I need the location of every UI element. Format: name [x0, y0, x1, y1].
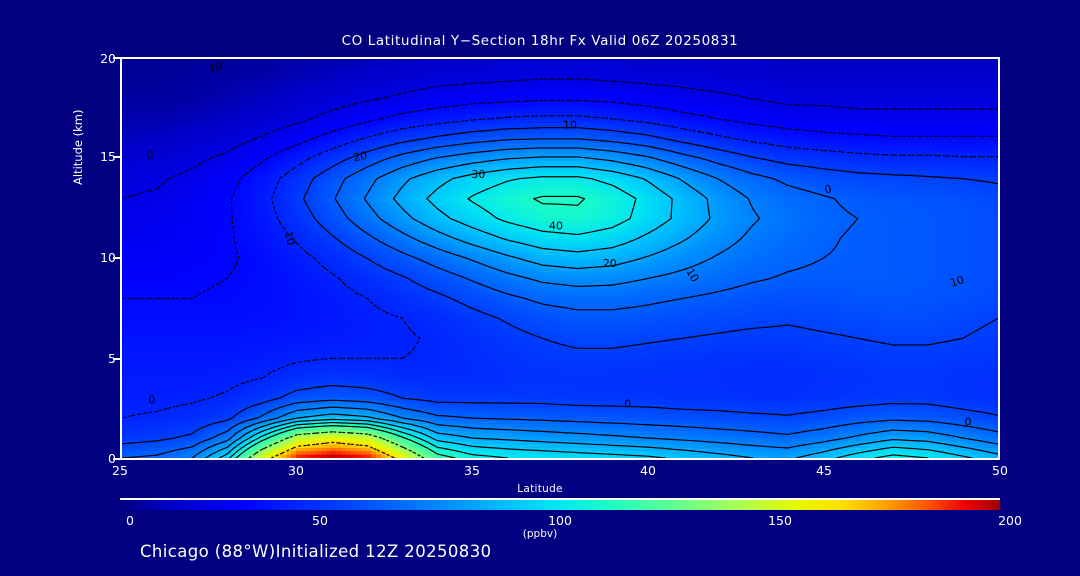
- x-tick-label-35: 35: [449, 463, 495, 478]
- y-tick-label-5: 5: [76, 351, 116, 366]
- colorbar-tick-100: 100: [535, 513, 585, 528]
- y-tick-mark-15: [113, 156, 120, 158]
- colorbar-tick-150: 150: [755, 513, 805, 528]
- x-tick-label-50: 50: [977, 463, 1023, 478]
- y-tick-mark-5: [113, 358, 120, 360]
- x-tick-label-25: 25: [97, 463, 143, 478]
- colorbar-tick-0: 0: [105, 513, 155, 528]
- colorbar-unit-label: (ppbv): [0, 528, 1080, 540]
- x-tick-label-45: 45: [801, 463, 847, 478]
- y-tick-mark-10: [113, 257, 120, 259]
- colorbar-tick-200: 200: [985, 513, 1035, 528]
- x-axis-title: Latitude: [0, 483, 1080, 495]
- y-tick-mark-0: [113, 458, 120, 460]
- x-tick-label-30: 30: [273, 463, 319, 478]
- y-tick-mark-20: [113, 57, 120, 59]
- y-tick-label-20: 20: [76, 51, 116, 66]
- colorbar[interactable]: [120, 498, 1000, 510]
- colorbar-gradient: [120, 498, 1000, 510]
- y-tick-label-10: 10: [76, 250, 116, 265]
- plot-area[interactable]: 10 0 20 10 30 40 20 10 10 0 10 0 0 0: [120, 57, 1000, 460]
- colorbar-tick-50: 50: [295, 513, 345, 528]
- chart-title: CO Latitudinal Y−Section 18hr Fx Valid 0…: [0, 33, 1080, 49]
- y-tick-label-15: 15: [76, 149, 116, 164]
- x-tick-label-40: 40: [625, 463, 671, 478]
- figure-caption: Chicago (88°W)Initialized 12Z 20250830: [140, 542, 492, 561]
- y-axis-title: Altitude (km): [71, 110, 85, 185]
- y-tick-label-0: 0: [76, 451, 116, 466]
